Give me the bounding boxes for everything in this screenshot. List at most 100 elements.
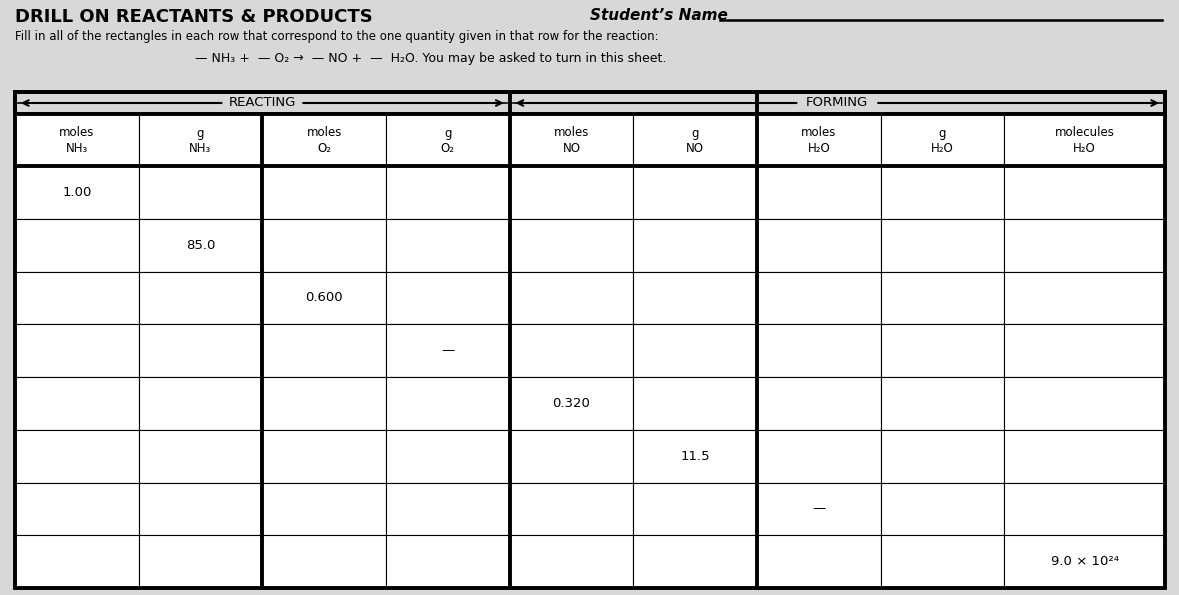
Bar <box>633 271 757 324</box>
Bar <box>139 219 262 271</box>
Text: H₂O: H₂O <box>808 142 830 155</box>
Bar <box>509 536 633 588</box>
Text: 85.0: 85.0 <box>186 239 216 252</box>
Bar <box>633 114 757 166</box>
Text: 0.600: 0.600 <box>305 292 343 305</box>
Bar <box>139 271 262 324</box>
Text: H₂O: H₂O <box>1073 142 1096 155</box>
Bar <box>633 324 757 377</box>
Bar <box>386 271 509 324</box>
Bar <box>386 483 509 536</box>
Bar <box>633 166 757 219</box>
Bar <box>509 219 633 271</box>
Bar <box>139 114 262 166</box>
Text: NH₃: NH₃ <box>66 142 88 155</box>
Bar <box>881 324 1005 377</box>
Bar <box>509 166 633 219</box>
Bar <box>757 114 881 166</box>
Bar <box>139 166 262 219</box>
Bar <box>1005 166 1165 219</box>
Text: NO: NO <box>686 142 704 155</box>
Text: g: g <box>938 127 947 139</box>
Bar <box>1005 114 1165 166</box>
Bar <box>633 377 757 430</box>
Bar <box>386 536 509 588</box>
Text: 11.5: 11.5 <box>680 450 710 463</box>
Text: — NH₃ +  — O₂ →  — NO +  —  H₂O. You may be asked to turn in this sheet.: — NH₃ + — O₂ → — NO + — H₂O. You may be … <box>195 52 666 65</box>
Bar <box>1005 219 1165 271</box>
Bar <box>15 324 139 377</box>
Text: g: g <box>197 127 204 139</box>
Text: 0.320: 0.320 <box>553 397 591 410</box>
Bar <box>262 536 386 588</box>
Bar <box>15 377 139 430</box>
Bar <box>757 271 881 324</box>
Text: FORMING: FORMING <box>806 96 869 109</box>
Bar <box>262 219 386 271</box>
Text: moles: moles <box>59 127 94 139</box>
Bar <box>1005 324 1165 377</box>
Bar <box>386 219 509 271</box>
Bar <box>509 430 633 483</box>
Bar <box>757 536 881 588</box>
Bar <box>15 114 139 166</box>
Text: —: — <box>441 344 454 357</box>
Bar <box>262 271 386 324</box>
Text: 1.00: 1.00 <box>62 186 92 199</box>
Bar <box>881 114 1005 166</box>
Bar <box>881 271 1005 324</box>
Bar <box>15 92 1165 114</box>
Bar <box>509 483 633 536</box>
Bar <box>509 114 633 166</box>
Bar <box>262 114 386 166</box>
Bar <box>1005 271 1165 324</box>
Bar <box>15 219 139 271</box>
Bar <box>262 430 386 483</box>
Text: moles: moles <box>554 127 590 139</box>
Bar <box>139 377 262 430</box>
Bar <box>15 483 139 536</box>
Bar <box>1005 377 1165 430</box>
Bar <box>509 324 633 377</box>
Text: DRILL ON REACTANTS & PRODUCTS: DRILL ON REACTANTS & PRODUCTS <box>15 8 373 26</box>
Bar <box>509 377 633 430</box>
Text: g: g <box>691 127 699 139</box>
Bar <box>386 377 509 430</box>
Text: NH₃: NH₃ <box>190 142 211 155</box>
Text: moles: moles <box>307 127 342 139</box>
Bar <box>15 166 139 219</box>
Bar <box>757 166 881 219</box>
Bar <box>881 166 1005 219</box>
Text: molecules: molecules <box>1055 127 1114 139</box>
Text: Student’s Name: Student’s Name <box>590 8 727 23</box>
Bar <box>139 324 262 377</box>
Bar <box>881 430 1005 483</box>
Bar <box>881 483 1005 536</box>
Text: 9.0 × 10²⁴: 9.0 × 10²⁴ <box>1050 555 1119 568</box>
Bar <box>262 377 386 430</box>
Bar <box>262 166 386 219</box>
Bar <box>386 114 509 166</box>
Text: g: g <box>444 127 452 139</box>
Bar <box>757 324 881 377</box>
Bar <box>15 271 139 324</box>
Bar <box>1005 536 1165 588</box>
Bar <box>633 483 757 536</box>
Bar <box>139 430 262 483</box>
Bar <box>757 483 881 536</box>
Bar <box>15 92 1165 588</box>
Bar <box>881 219 1005 271</box>
Bar <box>633 430 757 483</box>
Text: O₂: O₂ <box>441 142 455 155</box>
Bar <box>139 536 262 588</box>
Bar <box>15 430 139 483</box>
Bar <box>757 219 881 271</box>
Text: Fill in all of the rectangles in each row that correspond to the one quantity gi: Fill in all of the rectangles in each ro… <box>15 30 659 43</box>
Bar <box>1005 430 1165 483</box>
Bar <box>1005 483 1165 536</box>
Bar <box>386 430 509 483</box>
Bar <box>633 219 757 271</box>
Bar <box>262 324 386 377</box>
Bar <box>881 377 1005 430</box>
Bar <box>262 483 386 536</box>
